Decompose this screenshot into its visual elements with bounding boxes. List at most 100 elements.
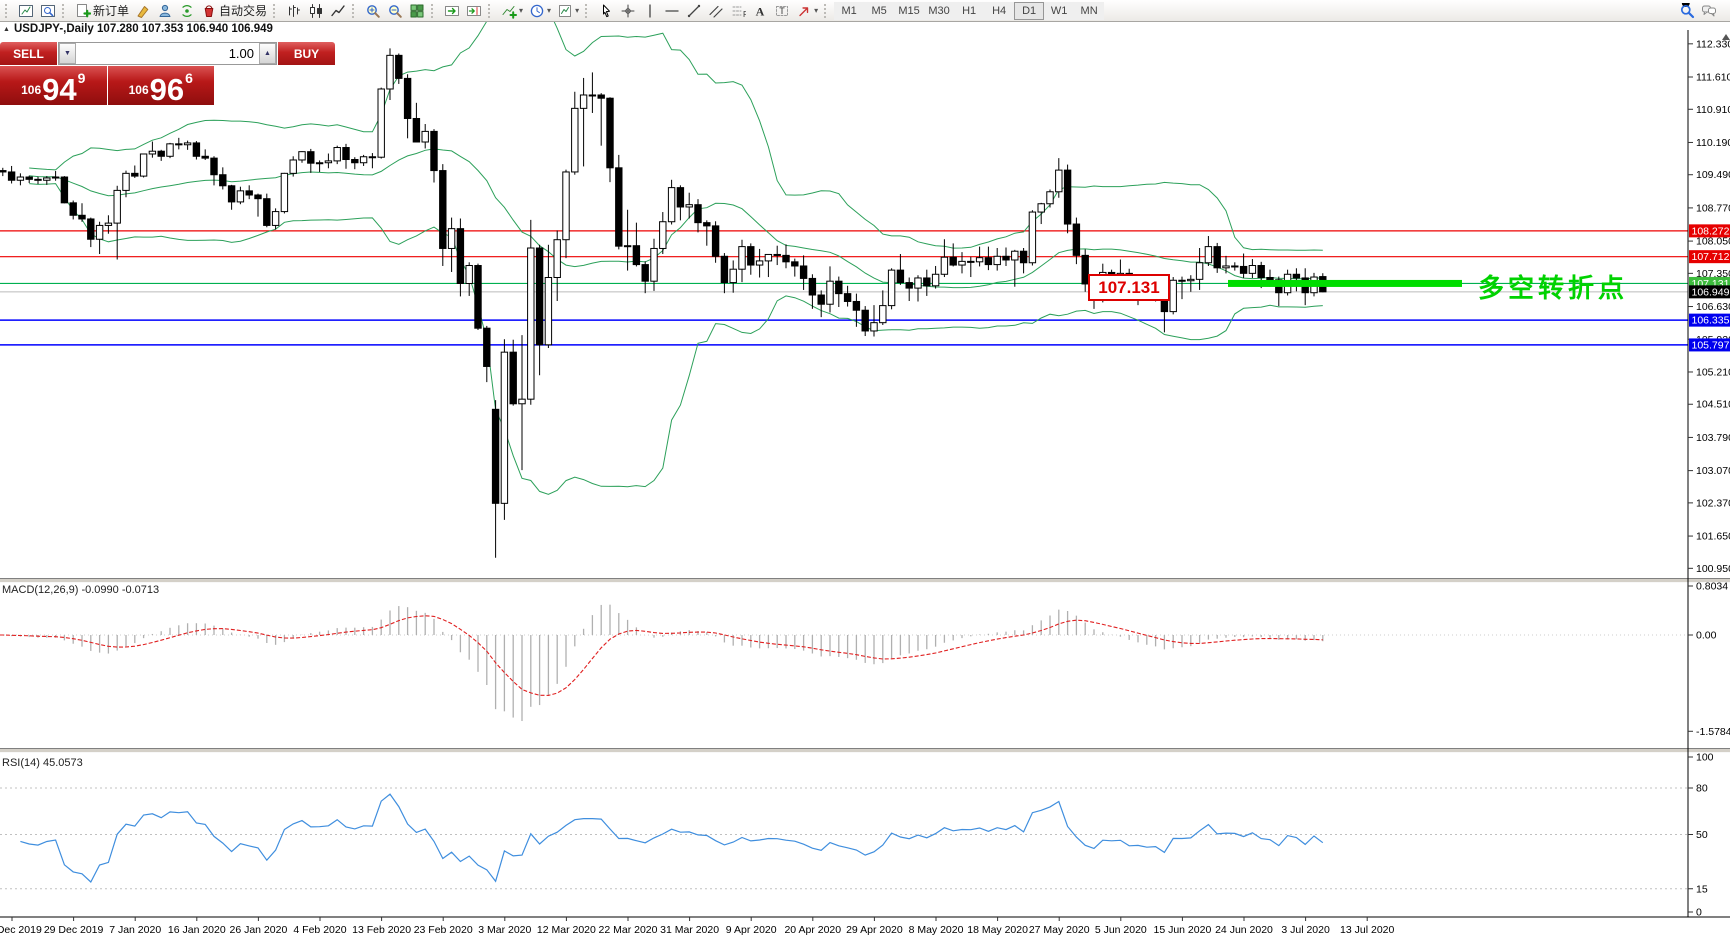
timeframe-w1-button[interactable]: W1 — [1044, 1, 1075, 20]
bar-chart-button[interactable] — [283, 1, 305, 21]
svg-text:T: T — [779, 6, 785, 16]
symbol-ohlc-text: USDJPY-,Daily 107.280 107.353 106.940 10… — [13, 23, 273, 35]
timeframe-h1-button[interactable]: H1 — [954, 1, 985, 20]
signals-button[interactable] — [176, 1, 198, 21]
svg-text:3 Mar 2020: 3 Mar 2020 — [478, 924, 531, 936]
buy-button[interactable]: BUY — [278, 42, 335, 65]
text-icon: A — [756, 4, 765, 18]
trend-line-icon — [687, 4, 701, 17]
fibonacci-button[interactable]: F — [727, 1, 749, 21]
svg-text:5 Jun 2020: 5 Jun 2020 — [1095, 924, 1147, 936]
svg-text:106.630: 106.630 — [1696, 301, 1730, 313]
data-window-button[interactable] — [37, 1, 59, 21]
toolbar-right-icons — [1676, 1, 1728, 21]
volume-down-button[interactable]: ▼ — [59, 43, 76, 64]
chart-shift-icon — [467, 5, 482, 16]
rsi-indicator-label: RSI(14) 45.0573 — [2, 757, 83, 769]
timeframe-d1-button[interactable]: D1 — [1014, 1, 1045, 20]
svg-text:27 May 2020: 27 May 2020 — [1029, 924, 1090, 936]
timeframe-m1-button[interactable]: M1 — [834, 1, 865, 20]
zoom-in-button[interactable] — [362, 1, 384, 21]
svg-text:13 Jul 2020: 13 Jul 2020 — [1340, 924, 1394, 936]
search-button[interactable] — [1676, 1, 1698, 21]
toolbar-group-handle — [273, 3, 279, 18]
svg-text:103.790: 103.790 — [1696, 432, 1730, 444]
templates-button[interactable]: ▾ — [554, 1, 582, 21]
indicators-button[interactable]: ▾ — [498, 1, 526, 21]
styler-button[interactable] — [132, 1, 154, 21]
tile-windows-button[interactable] — [406, 1, 428, 21]
price-level-annotation[interactable]: 107.131 — [1088, 274, 1170, 301]
svg-text:102.370: 102.370 — [1696, 497, 1730, 509]
svg-text:107.712: 107.712 — [1692, 251, 1730, 263]
sell-price-panel[interactable]: 106 94 9 — [0, 66, 107, 105]
timeframe-m5-button[interactable]: M5 — [864, 1, 895, 20]
autotrading-label: 自动交易 — [219, 4, 268, 18]
turning-point-annotation[interactable]: 多空转折点 — [1478, 273, 1629, 303]
svg-text:0: 0 — [1696, 907, 1702, 919]
sell-price-pips: 94 — [42, 71, 77, 107]
svg-text:F: F — [743, 10, 746, 19]
zoom-out-icon — [389, 4, 402, 18]
cursor-icon — [603, 4, 611, 17]
chat-button[interactable] — [1698, 1, 1720, 21]
buy-price-point: 6 — [185, 70, 193, 86]
candle-chart-button[interactable] — [305, 1, 327, 21]
svg-text:0.00: 0.00 — [1696, 630, 1717, 642]
vertical-line-button[interactable] — [639, 1, 661, 21]
arrows-button[interactable]: ▾ — [793, 1, 821, 21]
candle-chart-icon — [310, 3, 323, 18]
chart-window-button[interactable] — [15, 1, 37, 21]
toolbar-group-handle — [352, 3, 358, 18]
cursor-button[interactable] — [595, 1, 617, 21]
toolbar-group-handle — [488, 3, 494, 18]
text-label-icon: T — [776, 5, 789, 16]
line-chart-button[interactable] — [327, 1, 349, 21]
svg-text:108.050: 108.050 — [1696, 236, 1730, 248]
chart-shift-button[interactable] — [463, 1, 485, 21]
text-button[interactable]: A — [749, 1, 771, 21]
periods-button[interactable]: ▾ — [526, 1, 554, 21]
horizontal-line-button[interactable] — [661, 1, 683, 21]
text-label-button[interactable]: T — [771, 1, 793, 21]
svg-text:100: 100 — [1696, 752, 1714, 764]
timeframe-mn-button[interactable]: MN — [1074, 1, 1105, 20]
templates-icon — [559, 4, 572, 17]
buy-price-figure: 106 — [128, 83, 149, 97]
market-watch-icon — [159, 4, 171, 17]
svg-text:106.949: 106.949 — [1692, 286, 1730, 298]
timeframe-m15-button[interactable]: M15 — [894, 1, 925, 20]
channel-icon — [709, 5, 723, 18]
sell-button[interactable]: SELL — [0, 42, 57, 65]
toolbar-group-handle — [431, 3, 437, 18]
svg-text:16 Jan 2020: 16 Jan 2020 — [168, 924, 226, 936]
chart-window-icon — [19, 4, 33, 17]
data-window-icon — [41, 4, 55, 17]
svg-text:105.797: 105.797 — [1692, 339, 1730, 351]
autotrading-icon — [204, 4, 214, 17]
volume-up-button[interactable]: ▲ — [259, 43, 276, 64]
autotrading-button[interactable]: 自动交易 — [198, 1, 270, 21]
svg-text:12 Mar 2020: 12 Mar 2020 — [537, 924, 596, 936]
bar-chart-icon — [289, 4, 301, 17]
volume-input[interactable] — [76, 43, 259, 64]
timeframe-m30-button[interactable]: M30 — [924, 1, 955, 20]
market-watch-button[interactable] — [154, 1, 176, 21]
timeframe-h4-button[interactable]: H4 — [984, 1, 1015, 20]
zoom-out-button[interactable] — [384, 1, 406, 21]
crosshair-button[interactable] — [617, 1, 639, 21]
chart-marker-icon: ▲ — [3, 25, 10, 33]
styler-icon — [137, 5, 149, 18]
buy-price-panel[interactable]: 106 96 6 — [107, 66, 214, 105]
auto-scroll-button[interactable] — [441, 1, 463, 21]
new-order-button[interactable]: 新订单 — [72, 1, 132, 21]
crosshair-icon — [621, 4, 635, 17]
channel-button[interactable] — [705, 1, 727, 21]
svg-text:109.490: 109.490 — [1696, 169, 1730, 181]
svg-text:4 Feb 2020: 4 Feb 2020 — [293, 924, 346, 936]
svg-text:-1.5784: -1.5784 — [1696, 726, 1730, 738]
auto-scroll-icon — [445, 5, 460, 16]
trend-line-button[interactable] — [683, 1, 705, 21]
svg-text:24 Jun 2020: 24 Jun 2020 — [1215, 924, 1273, 936]
